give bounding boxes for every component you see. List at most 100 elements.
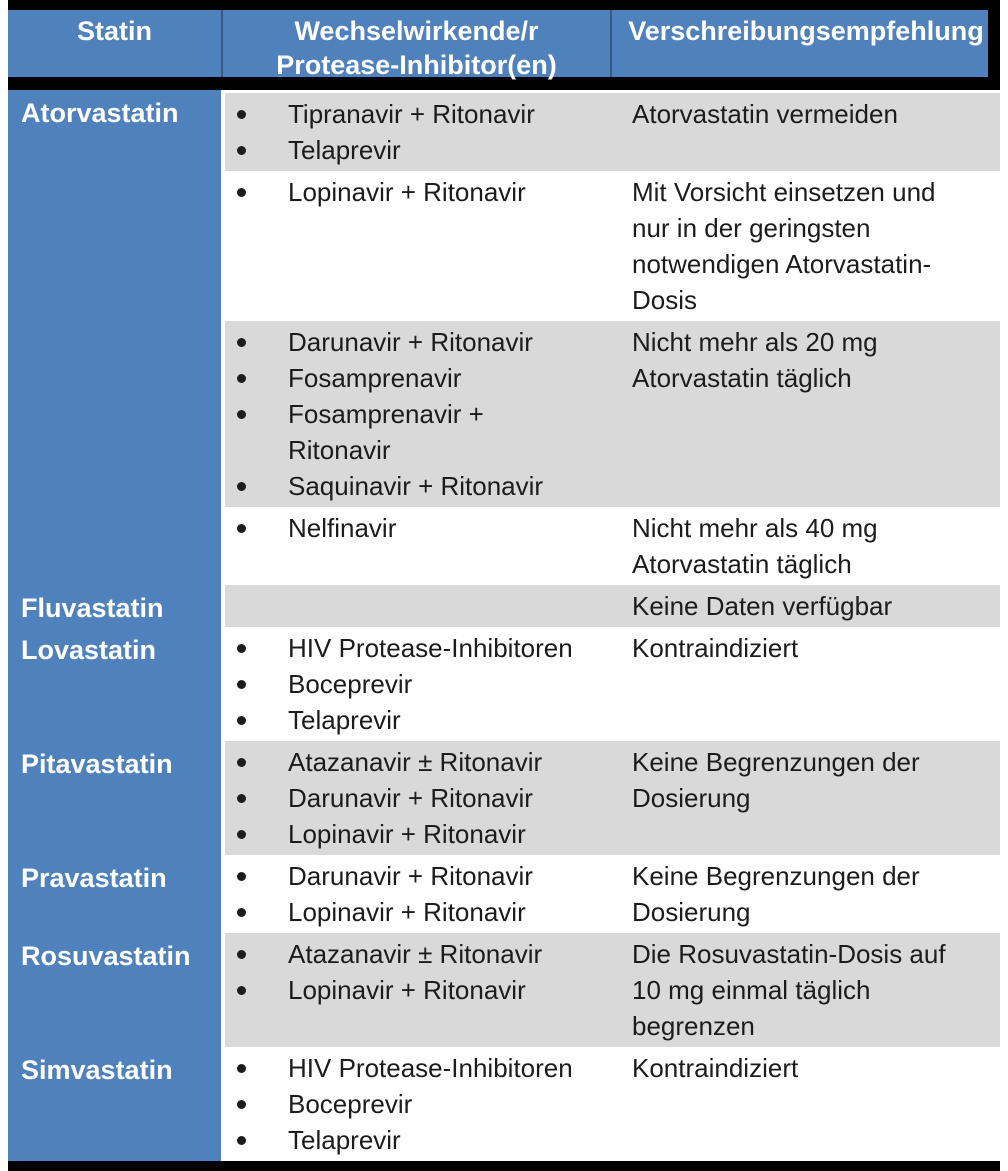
bullet-icon [237, 716, 246, 725]
row-content: Darunavir + Ritonavir Lopinavir + Ritonav… [225, 855, 1000, 933]
statin-label: Rosuvastatin [21, 941, 191, 971]
bottom-border [8, 1161, 1000, 1171]
table-sub-row: Tipranavir + Ritonavir Telaprevir Atorvast… [225, 93, 1000, 171]
bullet-icon [237, 794, 246, 803]
inhibitor-text: Darunavir + Ritonavir [288, 783, 533, 813]
inhibitor-cell: Lopinavir + Ritonavir [225, 174, 610, 318]
table-body: Atorvastatin Tipranavir + Ritonavir Telapr… [8, 90, 1000, 1161]
inhibitor-cell: Atazanavir ± Ritonavir Lopinavir + Ritona… [225, 936, 610, 1044]
column-gap [221, 933, 225, 1047]
bullet-icon [237, 374, 246, 383]
inhibitor-text: Lopinavir + Ritonavir [288, 975, 526, 1005]
table-sub-row: HIV Protease-Inhibitoren Boceprevir Telapr… [225, 627, 1000, 741]
statin-cell: Pravastatin [8, 855, 221, 933]
table-sub-row: Darunavir + Ritonavir Fosamprenavir Fosamp… [225, 321, 1000, 507]
column-gap [221, 1047, 225, 1161]
bullet-icon [237, 680, 246, 689]
inhibitor-item: Darunavir + Ritonavir [237, 858, 610, 894]
column-gap [221, 90, 225, 585]
recommendation-cell: Kontraindiziert [632, 633, 799, 663]
bullet-icon [237, 410, 246, 419]
bullet-icon [237, 950, 246, 959]
inhibitor-item: Lopinavir + Ritonavir [237, 972, 610, 1008]
inhibitor-item: HIV Protease-Inhibitoren [237, 1050, 610, 1086]
inhibitor-item: Atazanavir ± Ritonavir [237, 744, 610, 780]
inhibitor-text: Atazanavir ± Ritonavir [288, 747, 543, 777]
inhibitor-item: Lopinavir + Ritonavir [237, 174, 610, 210]
header-separator-border [8, 77, 1000, 90]
recommendation-cell: Kontraindiziert [632, 1053, 799, 1083]
top-border [8, 0, 1000, 10]
row-content: HIV Protease-Inhibitoren Boceprevir Telapr… [225, 1047, 1000, 1161]
bullet-icon [237, 758, 246, 767]
statin-label: Pitavastatin [21, 749, 173, 779]
inhibitor-item: Nelfinavir [237, 510, 610, 546]
inhibitor-text: Nelfinavir [288, 513, 397, 543]
column-gap [221, 627, 225, 741]
bullet-icon [237, 524, 246, 533]
header-interacting-protease-inhibitor: Wechselwirkende/r Protease-Inhibitor(en) [221, 10, 610, 80]
recommendation-cell: Keine Daten verfügbar [632, 591, 893, 621]
inhibitor-item: Darunavir + Ritonavir [237, 780, 610, 816]
bullet-icon [237, 986, 246, 995]
statin-label: Pravastatin [21, 863, 167, 893]
row-content: Tipranavir + Ritonavir Telaprevir Atorvast… [225, 90, 1000, 585]
inhibitor-text: Boceprevir [288, 669, 413, 699]
statin-row-group: Pravastatin Darunavir + Ritonavir Lopinavi… [8, 855, 1000, 933]
statin-label: Fluvastatin [21, 593, 164, 623]
recommendation-cell: Mit Vorsicht einsetzen und nur in der ge… [632, 177, 936, 315]
inhibitor-cell: Darunavir + Ritonavir Lopinavir + Ritonav… [225, 858, 610, 930]
inhibitor-list: Atazanavir ± Ritonavir Darunavir + Ritona… [237, 744, 610, 852]
statin-cell: Lovastatin [8, 627, 221, 741]
inhibitor-item: HIV Protease-Inhibitoren [237, 630, 610, 666]
inhibitor-text: HIV Protease-Inhibitoren [288, 633, 573, 663]
inhibitor-text: Boceprevir [288, 1089, 413, 1119]
statin-cell: Rosuvastatin [8, 933, 221, 1047]
inhibitor-text: Telaprevir [288, 1125, 401, 1155]
inhibitor-item: Lopinavir + Ritonavir [237, 816, 610, 852]
table-sub-row: HIV Protease-Inhibitoren Boceprevir Telapr… [225, 1047, 1000, 1161]
inhibitor-list: Nelfinavir [237, 510, 610, 546]
inhibitor-text: Darunavir + Ritonavir [288, 861, 533, 891]
header-prescribing-recommendation: Verschreibungsempfehlung [610, 10, 1000, 77]
statin-label: Atorvastatin [21, 98, 179, 128]
row-content: Atazanavir ± Ritonavir Lopinavir + Ritona… [225, 933, 1000, 1047]
inhibitor-list: HIV Protease-Inhibitoren Boceprevir Telapr… [237, 630, 610, 738]
inhibitor-item: Fosamprenavir + Ritonavir [237, 396, 610, 468]
column-gap [221, 855, 225, 933]
inhibitor-item: Boceprevir [237, 1086, 610, 1122]
bullet-icon [237, 644, 246, 653]
inhibitor-list: Atazanavir ± Ritonavir Lopinavir + Ritona… [237, 936, 610, 1008]
statin-row-group: Simvastatin HIV Protease-Inhibitoren Bocep… [8, 1047, 1000, 1161]
recommendation-cell: Die Rosuvastatin-Dosis auf 10 mg einmal … [632, 939, 946, 1041]
statin-cell: Atorvastatin [8, 90, 221, 585]
table-sub-row: Atazanavir ± Ritonavir Lopinavir + Ritona… [225, 933, 1000, 1047]
row-content: Keine Daten verfügbar [225, 585, 1000, 627]
column-gap [221, 741, 225, 855]
table-sub-row: Nelfinavir Nicht mehr als 40 mg Atorvasta… [225, 507, 1000, 585]
bullet-icon [237, 110, 246, 119]
row-content: Atazanavir ± Ritonavir Darunavir + Ritona… [225, 741, 1000, 855]
statin-cell: Pitavastatin [8, 741, 221, 855]
statin-row-group: Fluvastatin Keine Daten verfügbar [8, 585, 1000, 627]
inhibitor-text: Tipranavir + Ritonavir [288, 99, 535, 129]
inhibitor-item: Boceprevir [237, 666, 610, 702]
inhibitor-text: Lopinavir + Ritonavir [288, 177, 526, 207]
inhibitor-cell: HIV Protease-Inhibitoren Boceprevir Telapr… [225, 630, 610, 738]
inhibitor-text: HIV Protease-Inhibitoren [288, 1053, 573, 1083]
inhibitor-item: Tipranavir + Ritonavir [237, 96, 610, 132]
bullet-icon [237, 482, 246, 491]
table-sub-row: Keine Daten verfügbar [225, 585, 1000, 627]
inhibitor-list: Darunavir + Ritonavir Fosamprenavir Fosamp… [237, 324, 610, 504]
statin-row-group: Rosuvastatin Atazanavir ± Ritonavir Lopina… [8, 933, 1000, 1047]
statin-cell: Simvastatin [8, 1047, 221, 1161]
header-statin: Statin [76, 16, 152, 46]
statin-row-group: Atorvastatin Tipranavir + Ritonavir Telapr… [8, 90, 1000, 585]
statin-label: Simvastatin [21, 1055, 173, 1085]
inhibitor-item: Saquinavir + Ritonavir [237, 468, 610, 504]
inhibitor-text: Atazanavir ± Ritonavir [288, 939, 543, 969]
inhibitor-cell: Atazanavir ± Ritonavir Darunavir + Ritona… [225, 744, 610, 852]
column-gap [221, 585, 225, 627]
recommendation-cell: Keine Begrenzungen der Dosierung [632, 747, 920, 813]
